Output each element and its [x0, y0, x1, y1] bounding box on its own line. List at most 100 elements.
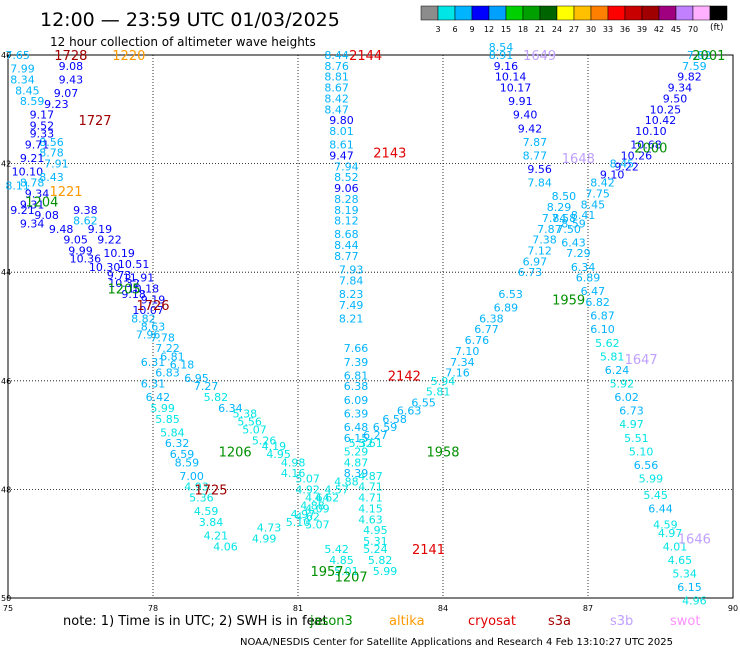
wave-height-point: 4.92 — [295, 483, 320, 496]
wave-height-point: 9.06 — [334, 182, 359, 195]
y-tick-label: 48 — [1, 485, 11, 494]
wave-height-point: 6.44 — [648, 502, 673, 515]
wave-height-point: 8.11 — [5, 179, 30, 192]
pass-time-label: 1725 — [194, 483, 227, 498]
wave-height-point: 10.07 — [132, 304, 164, 317]
wave-height-point: 5.07 — [242, 424, 267, 437]
pass-time-label: 1726 — [136, 299, 169, 314]
chart-title: 12:00 — 23:59 UTC 01/03/2025 — [40, 9, 340, 31]
colorbar-label: 24 — [552, 25, 562, 34]
wave-height-point: 5.31 — [363, 535, 388, 548]
wave-height-point: 8.45 — [610, 158, 635, 171]
wave-height-point: 6.97 — [523, 255, 548, 268]
wave-height-point: 8.78 — [39, 147, 64, 160]
satellite-legend-item: cryosat — [468, 614, 516, 629]
wave-height-point: 4.16 — [281, 467, 306, 480]
wave-height-point: 6.59 — [170, 448, 195, 461]
colorbar-swatch — [573, 5, 592, 21]
wave-height-point: 9.05 — [63, 234, 88, 247]
x-tick-label: 75 — [3, 604, 13, 613]
satellite-legend-item: altika — [389, 614, 425, 629]
wave-height-point: 5.94 — [431, 375, 456, 388]
wave-height-point: 9.71 — [25, 139, 50, 152]
satellite-legend-item: s3a — [548, 614, 571, 629]
wave-height-point: 8.29 — [547, 201, 572, 214]
wave-height-point: 6.42 — [146, 391, 171, 404]
colorbar-unit-label: (ft) — [710, 23, 724, 33]
colorbar-label: 45 — [671, 25, 681, 34]
pass-time-label: 1728 — [54, 49, 87, 64]
wave-height-point: 9.99 — [68, 244, 93, 257]
x-tick-label: 84 — [438, 604, 448, 613]
wave-height-point: 9.43 — [59, 73, 84, 86]
wave-height-point: 10.36 — [70, 253, 102, 266]
wave-height-point: 5.24 — [363, 543, 388, 556]
wave-height-point: 6.58 — [382, 413, 407, 426]
wave-height-point: 7.16 — [445, 367, 470, 380]
wave-height-point: 6.39 — [344, 407, 369, 420]
wave-height-point: 5.07 — [305, 519, 330, 532]
wave-height-point: 7.59 — [682, 60, 707, 73]
wave-height-point: 8.77 — [523, 149, 548, 162]
wave-height-point: 6.56 — [634, 459, 659, 472]
x-tick-label: 90 — [728, 604, 738, 613]
colorbar-label: 18 — [518, 25, 528, 34]
wave-height-point: 10.18 — [128, 282, 160, 295]
wave-height-point: 8.62 — [73, 215, 98, 228]
wave-height-point: 6.32 — [165, 437, 190, 450]
colorbar-swatch — [454, 5, 473, 21]
colorbar-swatch — [590, 5, 609, 21]
wave-height-point: 5.51 — [624, 432, 649, 445]
wave-height-point: 5.62 — [595, 337, 620, 350]
pass-time-label: 2000 — [634, 141, 667, 156]
wave-height-point: 4.87 — [344, 456, 369, 469]
wave-height-point: 9.73 — [107, 269, 132, 282]
y-tick-label: 44 — [1, 268, 11, 277]
wave-height-point: 8.42 — [324, 92, 349, 105]
wave-height-point: 9.10 — [600, 168, 625, 181]
wave-height-point: 4.21 — [204, 530, 229, 543]
wave-height-point: 6.24 — [605, 364, 630, 377]
wave-height-point: 9.91 — [508, 95, 533, 108]
wave-height-point: 8.68 — [334, 228, 359, 241]
colorbar-label: 27 — [569, 25, 579, 34]
wave-height-point: 7.84 — [542, 212, 567, 225]
wave-height-point: 8.81 — [324, 71, 349, 84]
wave-height-point: 4.88 — [334, 475, 359, 488]
wave-height-point: 7.39 — [344, 356, 369, 369]
wave-height-point: 9.16 — [494, 60, 519, 73]
wave-height-point: 8.34 — [10, 73, 35, 86]
wave-height-point: 7.87 — [537, 223, 562, 236]
colorbar-swatch — [488, 5, 507, 21]
wave-height-point: 5.34 — [672, 568, 697, 581]
wave-height-point: 6.27 — [363, 429, 388, 442]
wave-height-point: 9.40 — [513, 109, 538, 122]
plot-area — [7, 54, 734, 599]
wave-height-point: 8.59 — [20, 95, 45, 108]
satellite-legend-item: jason3 — [309, 614, 353, 629]
wave-height-point: 7.91 — [44, 158, 69, 171]
pass-time-label: 2144 — [349, 49, 382, 64]
wave-height-point: 5.82 — [204, 391, 229, 404]
wave-height-point: 9.82 — [677, 71, 702, 84]
pass-time-label: 1204 — [25, 196, 58, 211]
wave-height-point: 6.09 — [344, 394, 369, 407]
pass-time-label: 1727 — [78, 114, 111, 129]
note-text: note: 1) Time is in UTC; 2) SWH is in fe… — [63, 614, 328, 629]
wave-height-point: 8.91 — [489, 49, 514, 62]
colorbar-label: 21 — [535, 25, 545, 34]
wave-height-point: 6.34 — [218, 402, 243, 415]
wave-height-point: 7.84 — [339, 274, 364, 287]
wave-height-point: 7.34 — [450, 356, 475, 369]
wave-height-point: 5.85 — [155, 413, 180, 426]
wave-height-point: 6.53 — [498, 288, 523, 301]
wave-height-point: 6.31 — [141, 356, 166, 369]
wave-height-point: 6.59 — [373, 421, 398, 434]
wave-height-point: 4.97 — [619, 418, 644, 431]
wave-height-point: 5.81 — [600, 350, 625, 363]
wave-height-point: 7.84 — [527, 177, 552, 190]
wave-height-point: 6.89 — [494, 301, 519, 314]
wave-height-point: 4.88 — [300, 500, 325, 513]
wave-height-point: 9.34 — [20, 217, 45, 230]
wave-height-point: 7.96 — [136, 329, 161, 342]
